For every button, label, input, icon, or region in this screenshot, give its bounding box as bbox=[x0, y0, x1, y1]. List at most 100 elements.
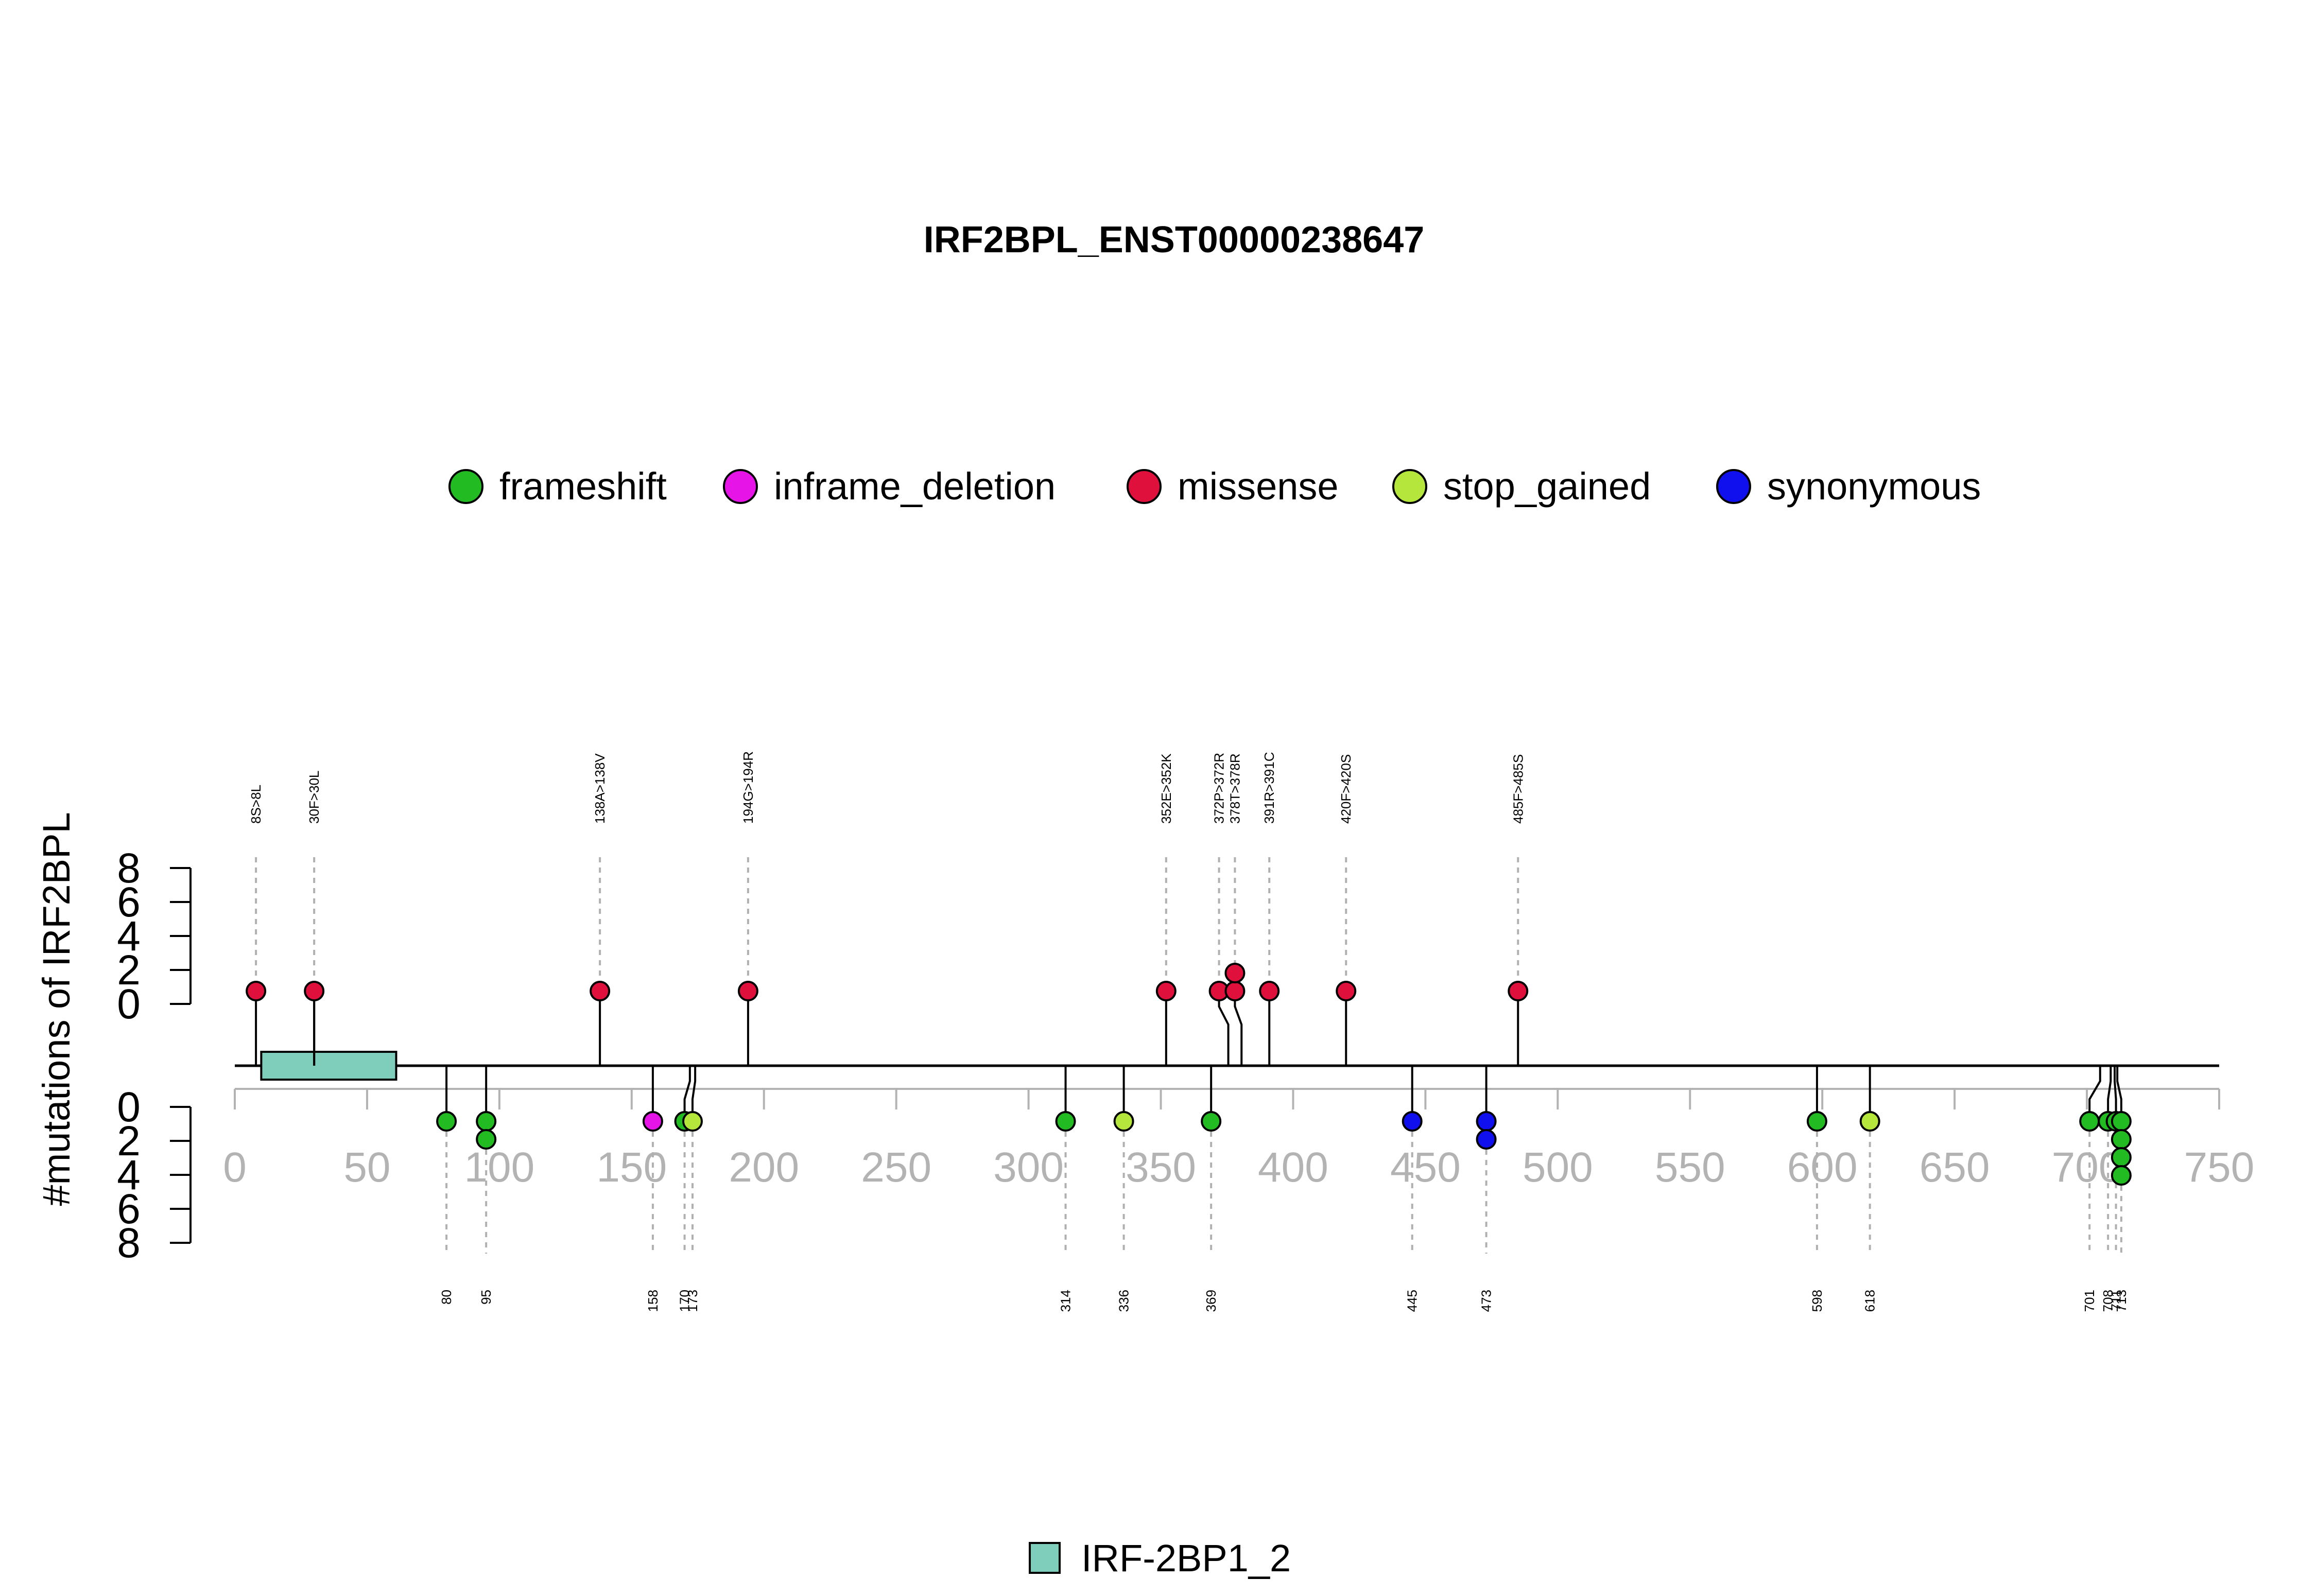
lower-mutation-label: 711 bbox=[2108, 1290, 2124, 1311]
domains bbox=[260, 991, 397, 1081]
mutation-points bbox=[246, 963, 2132, 1186]
lower-mutation-label: 598 bbox=[1809, 1290, 1825, 1312]
mutation-point-stop_gained bbox=[1859, 1111, 1880, 1132]
mutation-point-stop_gained bbox=[1113, 1111, 1134, 1132]
y-upper-tick-label: 8 bbox=[117, 845, 141, 892]
legend-marker-missense bbox=[1127, 469, 1162, 504]
legend-label-frameshift: frameshift bbox=[499, 465, 667, 508]
chart-title: IRF2BPL_ENST00000238647 bbox=[924, 219, 1425, 261]
domain-legend-swatch bbox=[1029, 1542, 1061, 1574]
mutation-point-frameshift bbox=[436, 1111, 457, 1132]
mutation-point-missense bbox=[590, 981, 611, 1001]
lower-mutation-label: 369 bbox=[1203, 1290, 1219, 1312]
legend-marker-stop_gained bbox=[1392, 469, 1427, 504]
x-tick-label: 450 bbox=[1390, 1144, 1461, 1191]
upper-mutation-label: 378T>378R bbox=[1227, 753, 1242, 824]
lower-stem bbox=[2114, 1066, 2117, 1121]
upper-mutation-label: 30F>30L bbox=[306, 771, 322, 824]
x-tick-label: 50 bbox=[343, 1144, 390, 1191]
upper-mutation-label: 8S>8L bbox=[248, 785, 264, 824]
mutation-point-missense bbox=[1259, 981, 1280, 1001]
upper-mutation-label: 485F>485S bbox=[1510, 754, 1526, 824]
lower-mutation-label: 80 bbox=[439, 1290, 454, 1305]
x-tick-label: 400 bbox=[1258, 1144, 1328, 1191]
lower-stem bbox=[2088, 1066, 2101, 1121]
lower-mutation-label: 618 bbox=[1862, 1290, 1878, 1312]
lower-mutation-label: 713 bbox=[2114, 1290, 2129, 1312]
x-tick-label: 700 bbox=[2052, 1144, 2122, 1191]
legend-label-stop_gained: stop_gained bbox=[1443, 465, 1651, 508]
y-upper-tick-label: 2 bbox=[117, 947, 141, 994]
y-upper-tick-label: 0 bbox=[117, 981, 141, 1028]
lower-stem bbox=[691, 1066, 697, 1121]
mutation-point-missense bbox=[1336, 981, 1357, 1001]
upper-mutation-label: 138A>138V bbox=[592, 753, 608, 824]
guide-lines bbox=[255, 857, 2122, 1254]
lower-mutation-label: 336 bbox=[1116, 1290, 1132, 1312]
x-axis: 0 50 100 150 200 250 300 350 400 450 500 550 600 650 7… bbox=[223, 1088, 2254, 1191]
upper-mutation-label: 420F>420S bbox=[1338, 754, 1354, 824]
domain-IRF-2BP1_2 bbox=[260, 1051, 397, 1081]
mutation-point-missense bbox=[1155, 981, 1177, 1001]
y-lower-tick-label: 8 bbox=[117, 1220, 141, 1267]
lower-mutation-label: 158 bbox=[645, 1290, 661, 1312]
x-tick-label: 300 bbox=[993, 1144, 1064, 1191]
domain-legend: IRF-2BP1_2 bbox=[1029, 1537, 1291, 1580]
upper-mutation-label: 352E>352K bbox=[1158, 753, 1174, 824]
mutation-point-frameshift bbox=[2111, 1111, 2132, 1132]
legend-label-inframe_deletion: inframe_deletion bbox=[774, 465, 1056, 508]
upper-stem bbox=[1218, 991, 1230, 1066]
y-lower-tick-label: 2 bbox=[117, 1118, 141, 1165]
legend-label-missense: missense bbox=[1178, 465, 1339, 508]
mutation-point-synonymous bbox=[1402, 1111, 1423, 1132]
mutation-point-missense bbox=[246, 981, 267, 1001]
mutation-stems bbox=[255, 991, 2122, 1121]
mutation-point-synonymous bbox=[1476, 1111, 1497, 1132]
mutation-point-missense bbox=[1508, 981, 1529, 1001]
legend: frameshift inframe_deletion missense stop_g… bbox=[448, 465, 1981, 508]
lower-mutation-label: 95 bbox=[478, 1290, 494, 1305]
mutation-point-frameshift bbox=[1055, 1111, 1076, 1132]
lower-mutation-label: 701 bbox=[2082, 1290, 2097, 1312]
x-tick-label: 200 bbox=[729, 1144, 799, 1191]
mutation-point-frameshift bbox=[2111, 1147, 2132, 1168]
domain-legend-label: IRF-2BP1_2 bbox=[1081, 1537, 1291, 1580]
y-upper-tick-label: 6 bbox=[117, 879, 141, 926]
lower-stem bbox=[2107, 1066, 2112, 1121]
upper-stem bbox=[1234, 991, 1243, 1066]
x-tick-label: 0 bbox=[223, 1144, 247, 1191]
x-tick-label: 350 bbox=[1126, 1144, 1196, 1191]
mutation-point-frameshift bbox=[1806, 1111, 1827, 1132]
mutation-point-frameshift bbox=[1201, 1111, 1222, 1132]
x-tick-label: 650 bbox=[1920, 1144, 1990, 1191]
mutation-point-inframe_deletion bbox=[642, 1111, 663, 1132]
y-lower-tick-label: 6 bbox=[117, 1186, 141, 1233]
x-tick-label: 550 bbox=[1655, 1144, 1725, 1191]
mutation-point-stop_gained bbox=[682, 1111, 703, 1132]
y-upper-tick-label: 4 bbox=[117, 913, 141, 960]
mutation-point-frameshift bbox=[2111, 1129, 2132, 1150]
lower-mutation-label: 445 bbox=[1405, 1290, 1420, 1312]
lower-mutation-label: 314 bbox=[1058, 1290, 1074, 1312]
x-tick-label: 100 bbox=[464, 1144, 534, 1191]
mutation-point-synonymous bbox=[1476, 1129, 1497, 1150]
x-tick-label: 150 bbox=[596, 1144, 667, 1191]
x-tick-label: 250 bbox=[861, 1144, 931, 1191]
upper-mutation-label: 391R>391C bbox=[1261, 752, 1277, 824]
mutation-point-missense bbox=[737, 981, 758, 1001]
lower-mutation-label: 708 bbox=[2100, 1290, 2116, 1312]
legend-marker-frameshift bbox=[448, 469, 483, 504]
lower-stem bbox=[2116, 1066, 2122, 1121]
x-tick-label: 500 bbox=[1523, 1144, 1593, 1191]
upper-mutation-label: 372P>372R bbox=[1212, 753, 1227, 824]
lower-mutation-label: 170 bbox=[677, 1290, 693, 1312]
mutation-point-frameshift bbox=[476, 1129, 497, 1150]
y-lower-tick-label: 4 bbox=[117, 1152, 141, 1199]
lower-stem bbox=[683, 1066, 691, 1121]
upper-mutation-label: 194G>194R bbox=[740, 751, 756, 824]
legend-marker-synonymous bbox=[1716, 469, 1751, 504]
mutation-point-frameshift bbox=[2111, 1165, 2132, 1186]
